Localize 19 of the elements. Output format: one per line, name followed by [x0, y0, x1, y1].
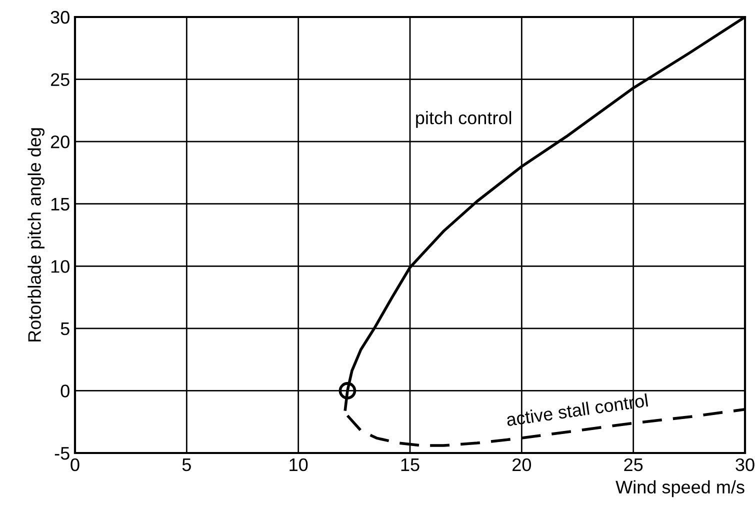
x-tick-label: 25 [624, 458, 643, 472]
annotation: pitch control [416, 111, 512, 128]
annotation: active stall control [506, 393, 648, 426]
x-axis-title: Wind speed m/s [616, 480, 744, 498]
y-tick-label: 30 [50, 10, 70, 24]
x-tick-label: 5 [182, 458, 191, 472]
x-tick-label: 20 [512, 458, 532, 472]
y-axis-title: Rotorblade pitch angle deg [28, 128, 44, 342]
y-tick-label: 5 [60, 322, 70, 336]
x-tick-label: 10 [290, 458, 308, 472]
y-tick-label: 25 [50, 73, 70, 86]
x-tick-label: 15 [401, 458, 420, 472]
y-tick-label: -5 [54, 447, 70, 460]
y-tick-label: 20 [50, 136, 70, 148]
x-tick-label: 30 [736, 458, 754, 472]
x-tick-label: 0 [70, 458, 80, 472]
y-tick-label: 10 [51, 260, 70, 273]
y-tick-label: 0 [60, 384, 70, 398]
y-tick-label: 15 [51, 198, 70, 211]
